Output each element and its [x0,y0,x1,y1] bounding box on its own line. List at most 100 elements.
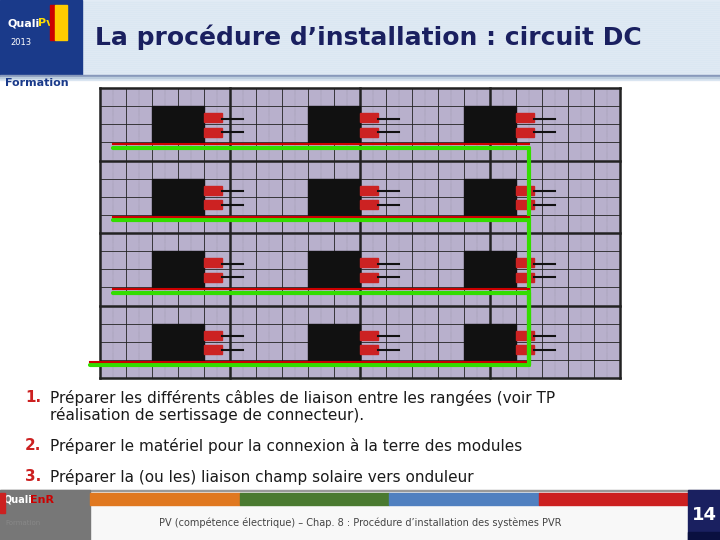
Bar [360,113,378,123]
Bar [0,28,720,30]
Bar [0,77,720,78]
Bar [360,331,378,340]
Bar [0,60,720,62]
Text: Formation: Formation [5,520,40,526]
Bar [0,0,720,2]
Bar [0,12,720,14]
Bar [539,493,688,505]
Bar [308,106,360,143]
Bar [0,56,720,57]
Bar [0,54,720,56]
Bar [516,331,534,340]
Bar [0,66,720,68]
Bar [0,50,720,51]
Bar [152,251,204,287]
Bar [0,4,720,5]
Bar [0,8,720,10]
Bar [360,200,378,210]
Bar [360,258,378,267]
Bar [0,48,720,50]
Bar [464,323,516,360]
Bar [0,16,720,17]
Bar [0,18,720,19]
Bar [0,42,720,44]
Bar [308,323,360,360]
Text: Pv: Pv [38,18,53,28]
Bar [389,493,539,505]
Text: 2.: 2. [25,438,41,453]
Bar [204,186,222,195]
Bar [90,493,240,505]
Bar [0,6,720,8]
Bar [0,76,720,78]
Text: réalisation de sertissage de connecteur).: réalisation de sertissage de connecteur)… [50,407,364,423]
Bar [0,44,720,45]
Bar [0,0,720,75]
Bar [360,346,378,354]
Bar [688,490,720,540]
Bar [464,179,516,215]
Text: Quali: Quali [8,18,40,28]
Bar [0,490,720,540]
Bar [464,251,516,287]
Text: Préparer les différents câbles de liaison entre les rangées (voir TP: Préparer les différents câbles de liaiso… [50,390,555,406]
Bar [0,74,720,76]
Bar [0,20,720,22]
Bar [516,113,534,123]
Bar [688,532,720,540]
Bar [0,46,720,48]
Bar [464,106,516,143]
Bar [0,62,720,64]
Bar [0,78,720,79]
Bar [204,258,222,267]
Text: 1.: 1. [25,390,41,405]
Bar [516,346,534,354]
Bar [0,68,720,70]
Bar [0,490,720,491]
Bar [204,331,222,340]
Bar [516,128,534,137]
Bar [204,113,222,123]
Text: La procédure d’installation : circuit DC: La procédure d’installation : circuit DC [95,25,642,50]
Bar [308,251,360,287]
Bar [0,52,720,53]
Bar [516,186,534,195]
Text: EnR: EnR [30,495,54,505]
Bar [308,179,360,215]
Text: Préparer la (ou les) liaison champ solaire vers onduleur: Préparer la (ou les) liaison champ solai… [50,469,474,485]
Bar [0,24,720,25]
Bar [204,273,222,282]
Bar [0,38,720,39]
Bar [55,5,67,40]
Bar [240,493,389,505]
Bar [360,186,378,195]
Bar [0,26,720,28]
Bar [360,128,378,137]
Bar [0,493,5,513]
Bar [0,14,720,16]
Bar [0,0,82,75]
Bar [516,200,534,210]
Bar [0,75,720,77]
Text: Formation: Formation [5,78,68,88]
Bar [0,72,720,73]
Bar [0,36,720,37]
Bar [0,2,720,3]
Bar [0,10,720,11]
Bar [516,258,534,267]
Text: Préparer le matériel pour la connexion à la terre des modules: Préparer le matériel pour la connexion à… [50,438,522,454]
Text: 2013: 2013 [10,38,31,47]
Bar [0,32,720,33]
Bar [152,323,204,360]
Bar [100,88,620,378]
Bar [0,34,720,36]
Bar [152,106,204,143]
Bar [360,273,378,282]
Bar [50,5,55,40]
Bar [0,40,720,42]
Text: PV (compétence électrique) – Chap. 8 : Procédure d’installation des systèmes PVR: PV (compétence électrique) – Chap. 8 : P… [158,518,562,529]
Bar [152,179,204,215]
Bar [0,30,720,31]
Text: 14: 14 [691,506,716,524]
Bar [0,490,90,540]
